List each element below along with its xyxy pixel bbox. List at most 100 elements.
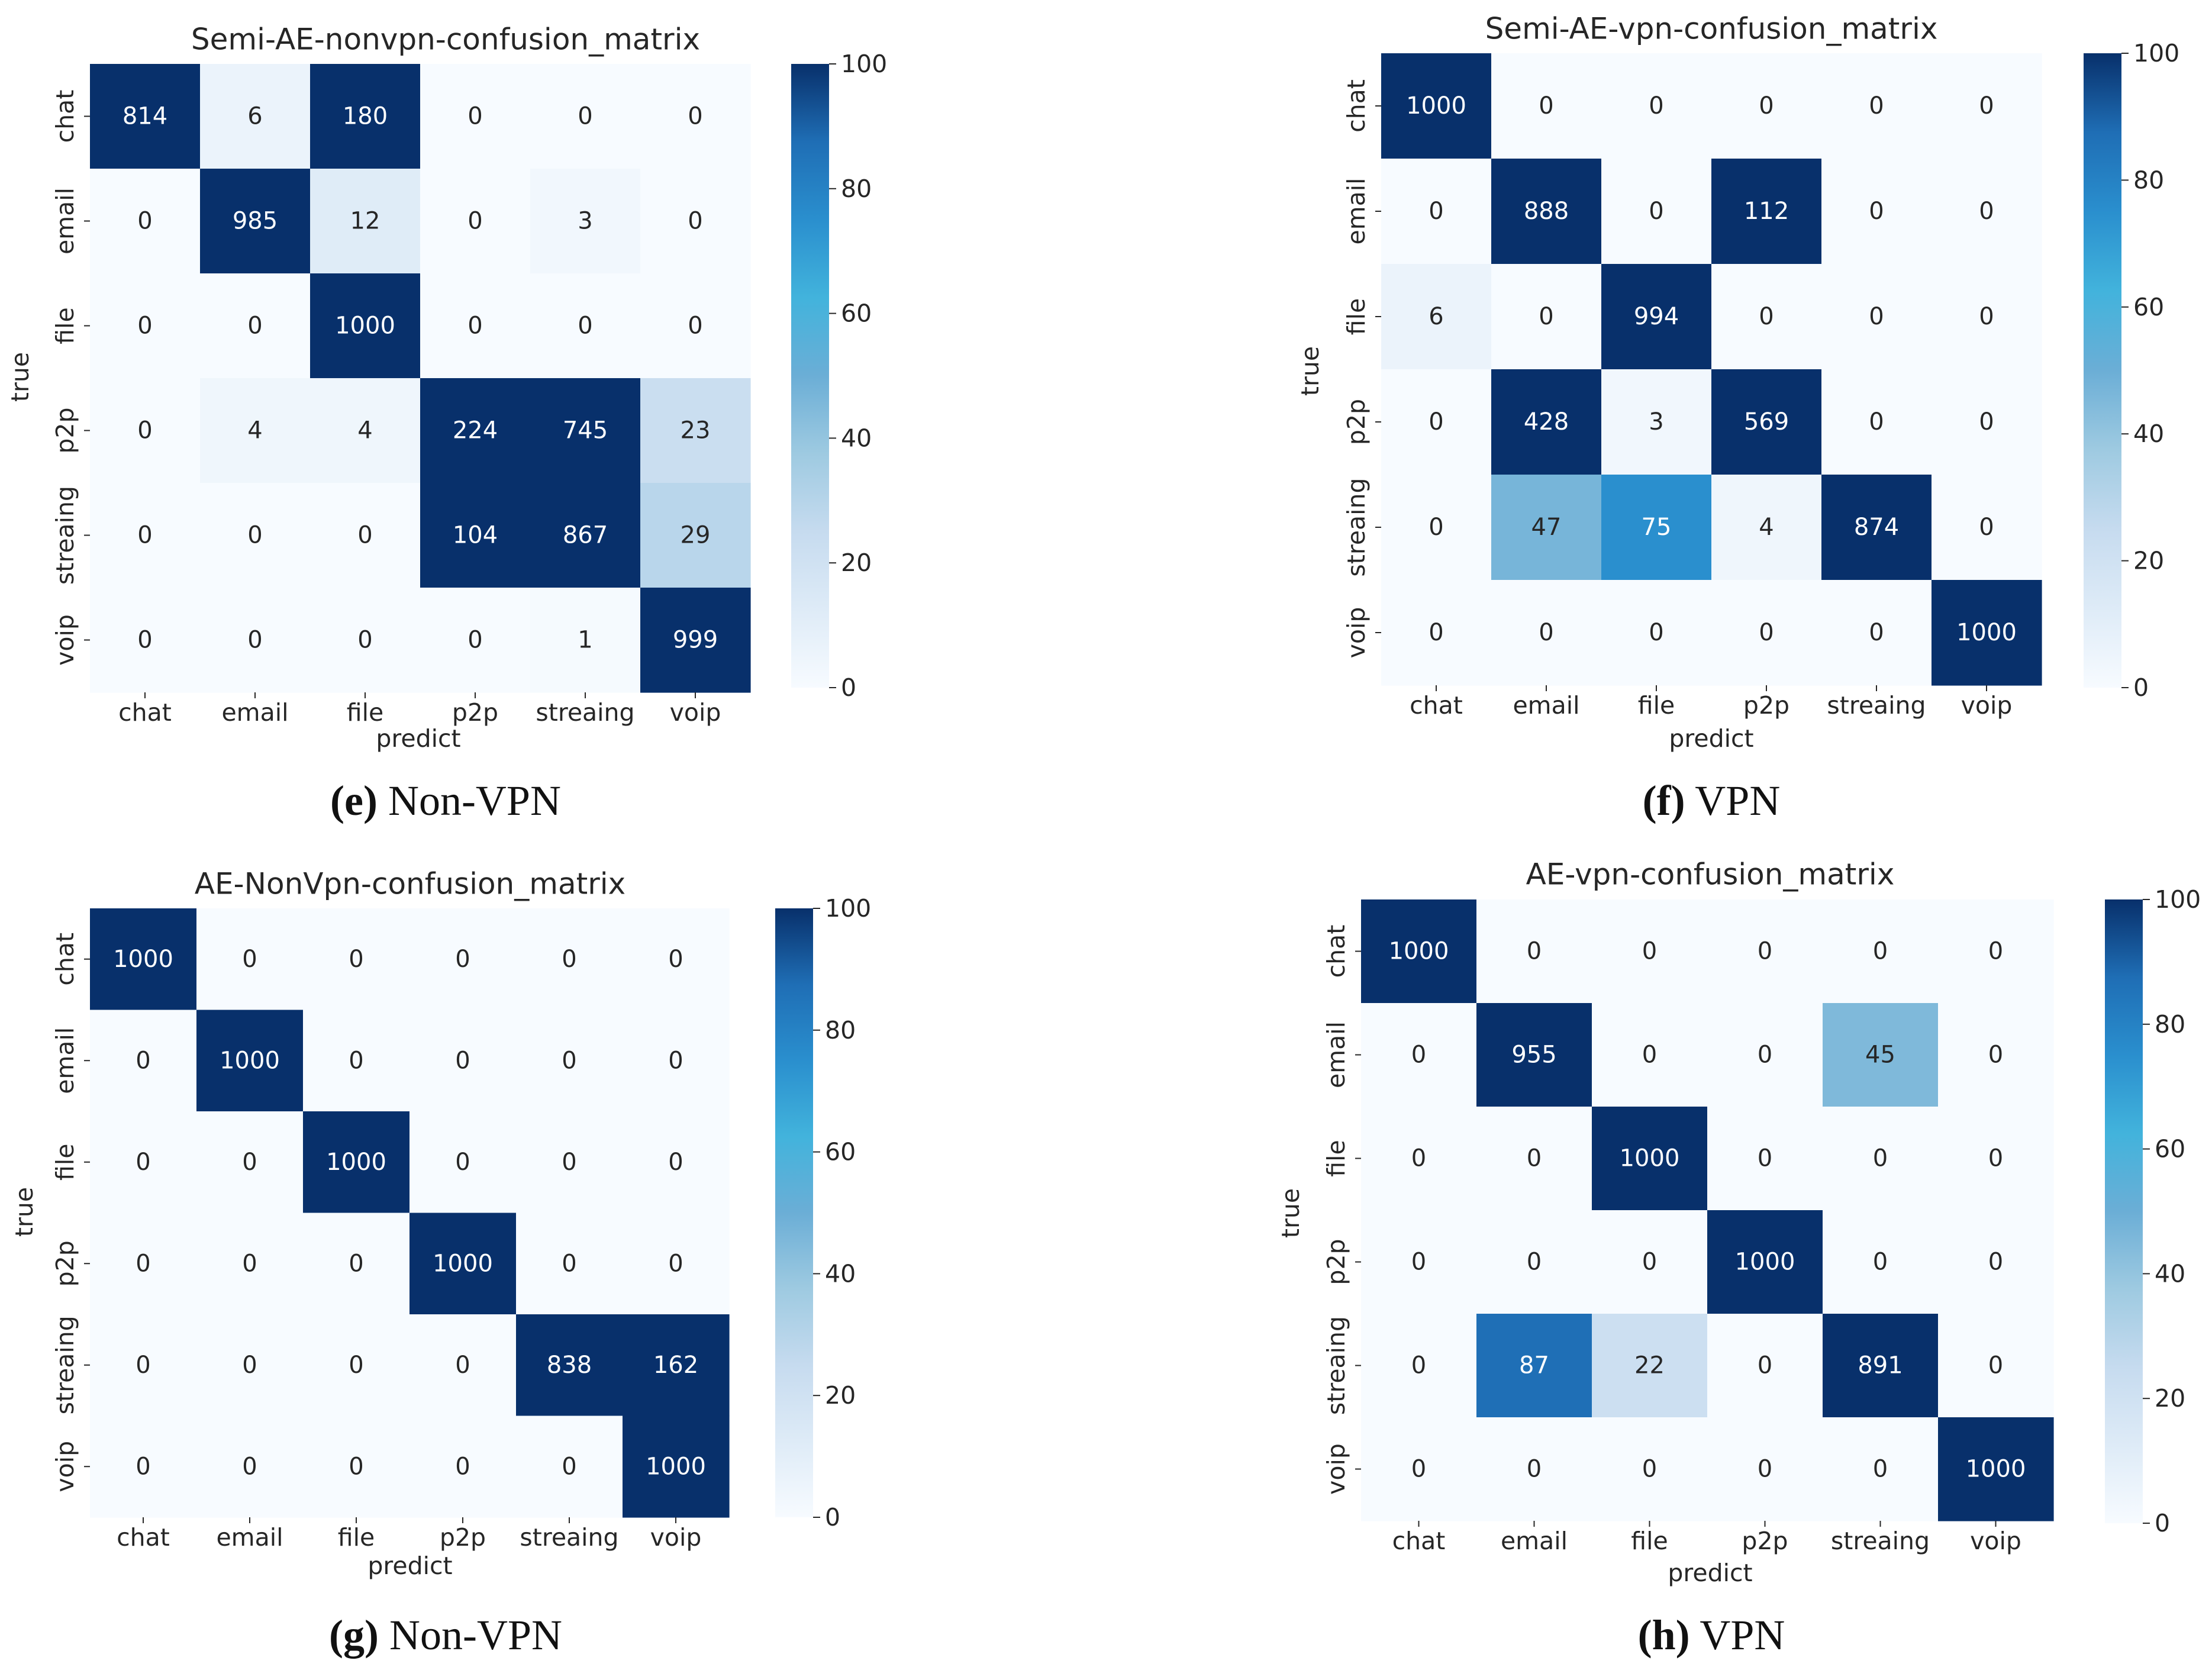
x-tick-label: voip [1961,691,2013,720]
colorbar-tick-label: 60 [841,299,872,328]
colorbar-tick-label: 100 [2133,39,2179,67]
cell-value-label: 0 [455,1047,470,1074]
heatmap-cell [1476,1107,1592,1211]
cell-value-label: 6 [1429,303,1443,330]
cell-value-label: 985 [233,208,278,235]
colorbar-tick-label: 20 [841,549,872,577]
y-tick-label: streaing [1342,478,1371,576]
heatmap-cell [516,1111,623,1214]
cell-value-label: 112 [1744,198,1789,225]
heatmap-cell [310,588,421,693]
cell-value-label: 0 [136,1453,150,1480]
heatmap-cell [530,483,641,588]
caption-text: Non-VPN [377,777,561,824]
heatmap-cell [90,1213,197,1315]
heatmap-cell [1592,899,1708,1004]
colorbar [791,64,829,688]
cell-value-label: 0 [1429,514,1443,541]
heatmap-cell [310,483,421,588]
heatmap-cell [1361,1210,1477,1314]
cell-value-label: 0 [1759,619,1774,646]
cell-value-label: 891 [1858,1352,1903,1379]
cell-value-label: 0 [137,312,152,340]
cell-value-label: 0 [1873,1249,1888,1276]
x-tick-label: p2p [1742,1527,1788,1555]
heatmap-cell [1938,1003,2054,1107]
heatmap-cell [1821,264,1932,370]
heatmap-cell [1821,475,1932,581]
x-tick-label: file [338,1523,375,1552]
heatmap-cell [196,1010,304,1112]
cell-value-label: 23 [681,417,711,444]
heatmap-cell [1711,475,1822,581]
cell-value-label: 0 [1869,408,1884,436]
heatmap-cell [1823,1003,1939,1107]
heatmap-cell [1601,475,1712,581]
cell-value-label: 0 [137,208,152,235]
colorbar [775,908,813,1517]
y-tick-label: email [51,188,79,254]
heatmap-cell [303,1416,410,1518]
cell-value-label: 162 [653,1352,698,1379]
cell-value-label: 0 [1758,1352,1772,1379]
y-tick-label: p2p [51,407,79,453]
cell-value-label: 0 [562,1047,576,1074]
heatmap-cell [1491,53,1602,159]
heatmap-cell [200,64,311,169]
colorbar [2105,899,2143,1523]
heatmap-cell [90,378,201,483]
heatmap-cell [1601,369,1712,475]
cell-value-label: 0 [349,1352,363,1379]
cell-value-label: 0 [137,522,152,549]
cell-value-label: 0 [1988,1249,2003,1276]
y-tick-label: voip [1322,1443,1350,1495]
heatmap-cell [623,1416,730,1518]
cell-value-label: 12 [350,208,381,235]
cell-value-label: 0 [136,1352,150,1379]
y-tick-label: streaing [51,486,79,585]
y-tick-label: p2p [1322,1239,1350,1285]
heatmap-cell [303,1314,410,1417]
x-tick-label: chat [117,1523,170,1552]
chart-title: Semi-AE-vpn-confusion_matrix [1485,12,1938,46]
heatmap-cell [1823,1417,1939,1521]
cell-value-label: 874 [1854,514,1899,541]
cell-value-label: 0 [1988,1145,2003,1172]
cell-value-label: 0 [1758,1145,1772,1172]
cell-value-label: 0 [455,1352,470,1379]
caption-text: VPN [1685,777,1781,824]
heatmap-cell [409,1111,517,1214]
y-tick-label: email [51,1027,79,1094]
cell-value-label: 0 [1873,938,1888,965]
heatmap-cell [90,588,201,693]
y-tick-label: voip [1342,607,1371,659]
y-tick-label: p2p [51,1240,79,1286]
heatmap-cell [530,64,641,169]
cell-value-label: 0 [668,1250,683,1277]
y-tick-label: streaing [1322,1316,1350,1415]
cell-value-label: 0 [247,627,262,654]
heatmap-cell [516,908,623,1011]
cell-value-label: 0 [1758,1456,1772,1483]
heatmap-cell [90,64,201,169]
cell-value-label: 0 [1758,938,1772,965]
heatmap-cell [1601,580,1712,686]
cell-value-label: 1000 [1735,1249,1795,1276]
cell-value-label: 0 [688,208,702,235]
heatmap-cell [303,1213,410,1315]
heatmap-cell [1491,580,1602,686]
cell-value-label: 1000 [326,1149,386,1176]
colorbar-tick-label: 0 [2133,673,2149,702]
cell-value-label: 224 [453,417,498,444]
cell-value-label: 0 [1527,938,1542,965]
heatmap-cell [1821,580,1932,686]
heatmap-cell [1361,899,1477,1004]
cell-value-label: 994 [1634,303,1679,330]
y-tick-label: email [1322,1021,1350,1088]
cell-value-label: 0 [357,627,372,654]
heatmap-cell [1592,1314,1708,1418]
y-tick-label: file [1322,1140,1350,1176]
cell-value-label: 0 [455,1453,470,1480]
